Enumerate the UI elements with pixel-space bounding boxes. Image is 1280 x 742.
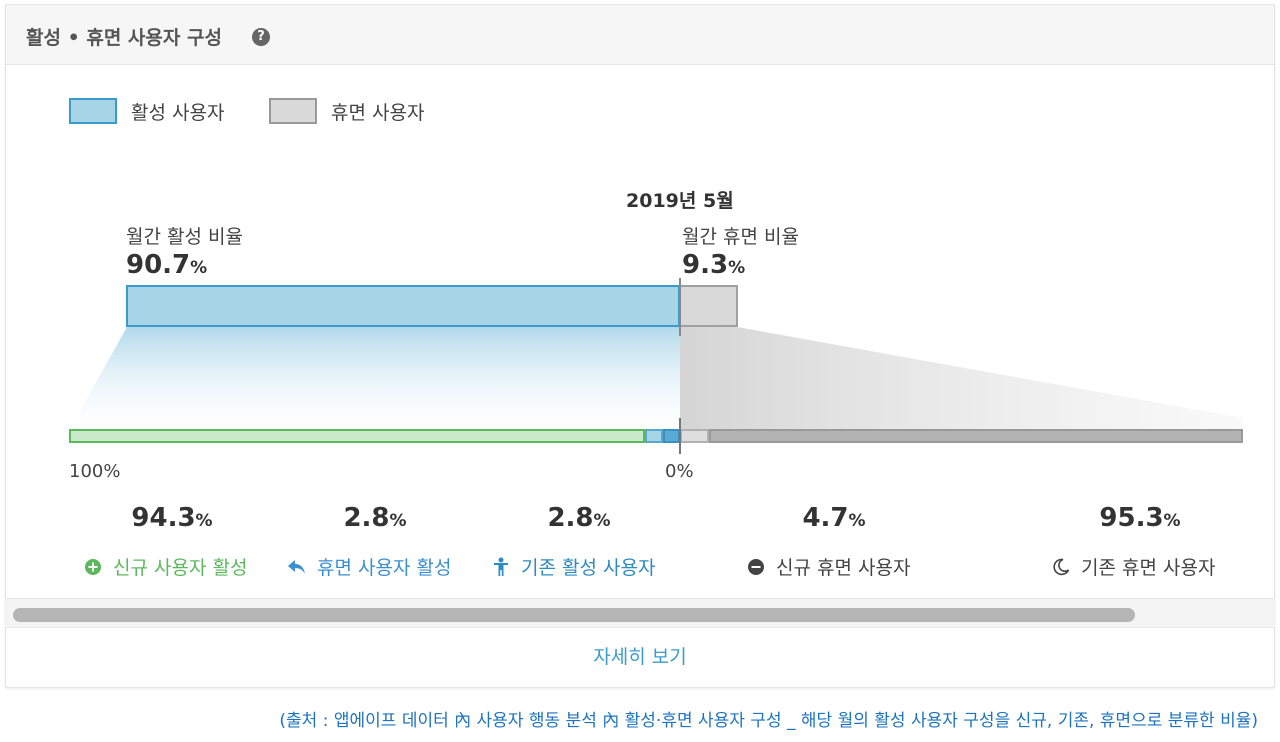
stat-new-active-value: 94.3% — [92, 503, 252, 533]
stat-reactivated[interactable]: 휴면 사용자 활성 — [287, 553, 451, 580]
view-more-link[interactable]: 자세히 보기 — [593, 646, 687, 668]
horizontal-scrollbar[interactable] — [5, 598, 1275, 628]
monthly-active-label: 월간 활성 비율 — [126, 226, 243, 248]
stat-existing-dormant-value: 95.3% — [1060, 503, 1220, 533]
help-icon[interactable]: ? — [252, 28, 270, 46]
monthly-dormant-number: 9.3 — [682, 250, 729, 280]
upper-divider — [679, 278, 681, 336]
monthly-dormant-label: 월간 휴면 비율 — [682, 226, 799, 248]
lower-bar-new-active[interactable] — [69, 429, 645, 443]
funnel-active — [70, 327, 680, 429]
lower-bar-existing-active[interactable] — [663, 429, 680, 443]
stat-number: 94.3 — [131, 503, 196, 533]
lower-bar-existing-dormant[interactable] — [709, 429, 1243, 443]
stat-existing-active[interactable]: 기존 활성 사용자 — [491, 553, 655, 580]
stat-new-active[interactable]: 신규 사용자 활성 — [83, 553, 247, 580]
monthly-dormant-value: 9.3% — [682, 250, 745, 280]
stat-number: 2.8 — [343, 503, 390, 533]
period-label: 2019년 5월 — [626, 190, 734, 212]
axis-label-left: 100% — [69, 461, 121, 482]
monthly-active-number: 90.7 — [126, 250, 191, 280]
stat-existing-dormant[interactable]: 기존 휴면 사용자 — [1051, 553, 1215, 580]
stat-new-dormant[interactable]: 신규 휴면 사용자 — [746, 553, 910, 580]
upper-bar-dormant[interactable] — [680, 285, 738, 327]
funnel-dormant — [680, 327, 1243, 429]
stat-unit: % — [848, 511, 866, 531]
card-header: 활성 • 휴면 사용자 구성 ? — [6, 5, 1274, 65]
stat-unit: % — [1163, 511, 1181, 531]
scrollbar-thumb[interactable] — [13, 608, 1135, 622]
source-caption: (출처 : 앱에이프 데이터 內 사용자 행동 분석 內 활성·휴면 사용자 구… — [279, 711, 1258, 731]
legend-active-label: 활성 사용자 — [131, 101, 225, 124]
stat-number: 95.3 — [1099, 503, 1164, 533]
stat-reactivated-value: 2.8% — [295, 503, 455, 533]
plus-circle-icon — [83, 557, 103, 577]
axis-label-center: 0% — [665, 461, 694, 482]
monthly-active-unit: % — [190, 258, 208, 278]
stat-label-text: 신규 사용자 활성 — [113, 557, 248, 579]
moon-icon — [1051, 557, 1071, 577]
stat-number: 2.8 — [547, 503, 594, 533]
stat-unit: % — [593, 511, 611, 531]
stat-existing-active-value: 2.8% — [499, 503, 659, 533]
legend-active: 활성 사용자 — [69, 96, 224, 126]
legend-dormant-swatch — [269, 98, 317, 124]
card-title: 활성 • 휴면 사용자 구성 — [26, 27, 222, 49]
legend-dormant: 휴면 사용자 — [269, 96, 424, 126]
zero-mark — [679, 418, 681, 454]
stat-number: 4.7 — [802, 503, 849, 533]
lower-bar-new-dormant[interactable] — [680, 429, 709, 443]
stat-unit: % — [389, 511, 407, 531]
stat-new-dormant-value: 4.7% — [754, 503, 914, 533]
stat-label-text: 기존 휴면 사용자 — [1081, 557, 1216, 579]
reply-arrow-icon — [287, 557, 307, 577]
lower-bar-reactivated[interactable] — [645, 429, 663, 443]
monthly-active-value: 90.7% — [126, 250, 207, 280]
person-icon — [491, 557, 511, 577]
stat-label-text: 휴면 사용자 활성 — [317, 557, 452, 579]
stat-unit: % — [195, 511, 213, 531]
monthly-dormant-unit: % — [728, 258, 746, 278]
stat-label-text: 신규 휴면 사용자 — [776, 557, 911, 579]
legend-active-swatch — [69, 98, 117, 124]
legend-dormant-label: 휴면 사용자 — [331, 101, 425, 124]
stat-label-text: 기존 활성 사용자 — [521, 557, 656, 579]
upper-bar-active[interactable] — [126, 285, 680, 327]
minus-circle-icon — [746, 557, 766, 577]
